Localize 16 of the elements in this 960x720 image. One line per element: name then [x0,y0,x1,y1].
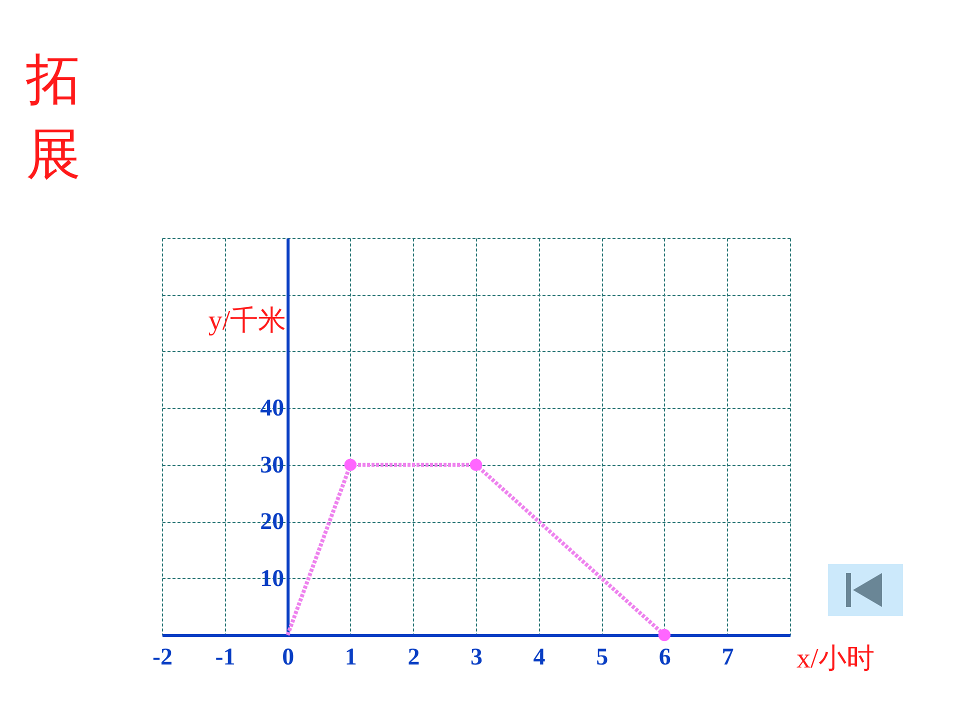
y-tick-label: 30 [260,452,284,478]
x-tick-label: -1 [215,644,236,670]
x-tick-label: 3 [470,644,482,670]
y-axis-title: y/千米 [208,306,286,336]
x-tick-label: 5 [596,644,608,670]
x-tick-label: -2 [152,644,172,670]
x-tick-label: 6 [658,644,671,670]
y-tick-label: 40 [260,396,284,422]
y-tick-label: 20 [260,509,284,536]
x-tick-label: 7 [722,644,734,670]
x-tick-label: 0 [282,644,294,670]
x-axis-title: x/小时 [796,644,874,674]
x-tick-label: 1 [344,644,357,670]
chart-title: 拓展 [25,49,81,185]
x-tick-label: 4 [533,644,546,670]
x-tick-label: 2 [408,644,420,670]
